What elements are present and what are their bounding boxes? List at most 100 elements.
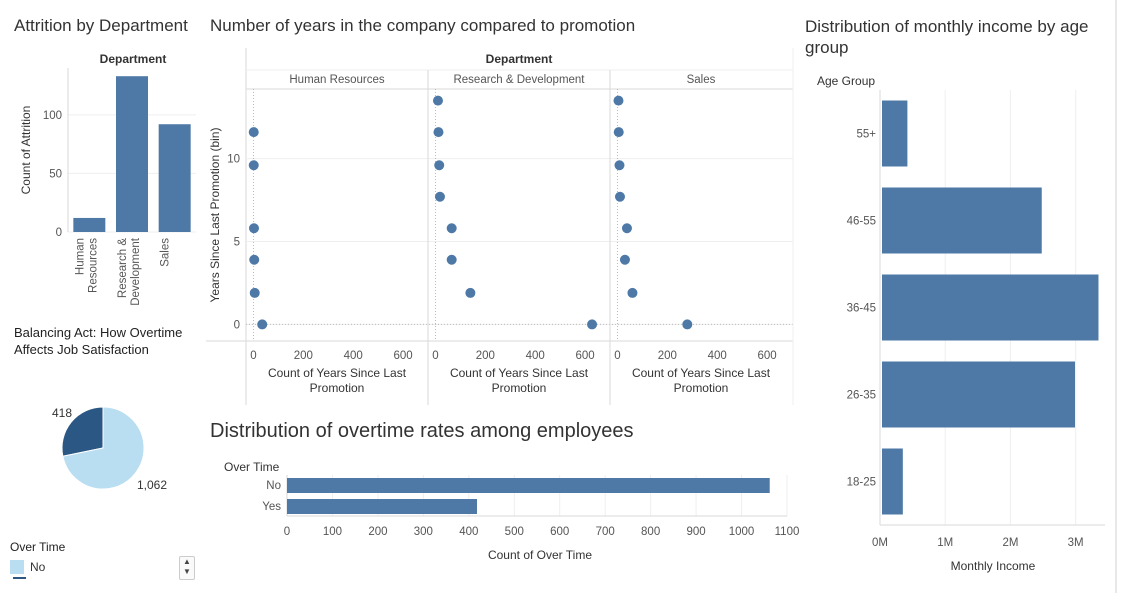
promotion-x-tick: 0 <box>250 350 256 362</box>
promotion-x-tick: 400 <box>344 350 363 362</box>
attrition-bar-sales[interactable] <box>158 124 191 232</box>
promotion-point-research-development-4[interactable] <box>434 191 445 202</box>
promotion-point-research-development-0[interactable] <box>587 319 598 330</box>
income-bar-55[interactable] <box>882 100 908 167</box>
promotion-point-research-development-7[interactable] <box>432 95 443 106</box>
promotion-x-tick: 400 <box>526 350 545 362</box>
income-bar-36-45[interactable] <box>882 274 1099 341</box>
legend-swatch-no <box>10 560 24 574</box>
overtime-x-tick: 300 <box>414 526 433 538</box>
attrition-y-tick: 0 <box>56 227 62 239</box>
promotion-point-sales-2[interactable] <box>619 254 630 265</box>
promotion-facet-label: Sales <box>687 74 716 86</box>
overtime-y-tick: No <box>266 480 281 492</box>
promotion-x-label-line1: Count of Years Since Last <box>632 366 771 380</box>
promotion-point-human-resources-5[interactable] <box>248 127 259 138</box>
attrition-y-tick: 50 <box>49 168 62 180</box>
promotion-point-research-development-1[interactable] <box>465 287 476 298</box>
promotion-y-label: Years Since Last Promotion (bin) <box>208 128 222 303</box>
attrition-x-tick: Resources <box>87 238 99 293</box>
overtime-x-tick: 400 <box>459 526 478 538</box>
promotion-facet-label: Human Resources <box>289 74 384 86</box>
balancing-chart-title: Balancing Act: How Overtime Affects Job … <box>14 325 183 357</box>
promotion-x-tick: 0 <box>432 350 438 362</box>
promotion-point-sales-4[interactable] <box>614 191 625 202</box>
scrollbar-track[interactable] <box>1115 0 1117 593</box>
promotion-x-label-line1: Count of Years Since Last <box>450 366 589 380</box>
overtime-x-tick: 600 <box>550 526 569 538</box>
attrition-bar-research-development[interactable] <box>116 76 148 232</box>
promotion-point-research-development-5[interactable] <box>434 160 445 171</box>
overtime-bar-yes[interactable] <box>287 499 477 514</box>
up-down-arrows-icon[interactable]: ▲ ▼ <box>179 556 195 580</box>
promotion-y-tick: 0 <box>234 319 240 331</box>
promotion-point-sales-5[interactable] <box>614 160 625 171</box>
income-x-tick: 0M <box>872 537 888 549</box>
promotion-point-human-resources-3[interactable] <box>248 223 259 234</box>
promotion-point-human-resources-2[interactable] <box>249 254 260 265</box>
overtime-chart-title: Distribution of overtime rates among emp… <box>210 420 634 442</box>
income-y-tick: 46-55 <box>847 216 876 228</box>
attrition-chart-title: Attrition by Department <box>14 16 188 35</box>
income-x-tick: 2M <box>1002 537 1018 549</box>
overtime-x-tick: 500 <box>505 526 524 538</box>
promotion-x-tick: 600 <box>393 350 412 362</box>
promotion-point-human-resources-0[interactable] <box>257 319 268 330</box>
overtime-x-tick: 1000 <box>729 526 755 538</box>
promotion-point-sales-6[interactable] <box>613 127 624 138</box>
overtime-x-tick: 1100 <box>775 526 800 538</box>
overtime-bar-no[interactable] <box>287 478 770 493</box>
promotion-y-tick: 5 <box>234 237 240 249</box>
income-y-tick: 36-45 <box>847 303 876 315</box>
promotion-point-sales-3[interactable] <box>621 223 632 234</box>
promotion-point-human-resources-1[interactable] <box>249 287 260 298</box>
legend-partial-swatch <box>13 577 26 579</box>
income-chart-title: Distribution of monthly income by age gr… <box>805 17 1089 57</box>
promotion-point-research-development-2[interactable] <box>446 254 457 265</box>
promotion-x-label-line2: Promotion <box>674 381 729 395</box>
overtime-x-tick: 700 <box>596 526 615 538</box>
promotion-x-label-line1: Count of Years Since Last <box>268 366 407 380</box>
promotion-x-label-line2: Promotion <box>310 381 365 395</box>
overtime-x-tick: 800 <box>641 526 660 538</box>
attrition-x-tick: Research & <box>117 238 129 298</box>
promotion-point-sales-7[interactable] <box>613 95 624 106</box>
overtime-y-tick: Yes <box>262 501 281 513</box>
income-y-tick: 55+ <box>856 129 876 141</box>
overtime-x-tick: 100 <box>323 526 342 538</box>
income-bar-46-55[interactable] <box>882 187 1042 254</box>
promotion-x-tick: 200 <box>658 350 677 362</box>
income-y-tick: 26-35 <box>847 390 876 402</box>
overtime-x-label: Count of Over Time <box>488 548 592 562</box>
income-y-tick: 18-25 <box>847 477 876 489</box>
attrition-bar-human-resources[interactable] <box>73 217 106 232</box>
pie-slice-yes[interactable] <box>61 406 104 457</box>
legend-item-no[interactable]: No <box>10 560 65 574</box>
attrition-y-label: Count of Attrition <box>19 106 33 195</box>
promotion-point-research-development-3[interactable] <box>446 223 457 234</box>
promotion-point-sales-0[interactable] <box>682 319 693 330</box>
attrition-x-tick: Development <box>130 237 142 306</box>
promotion-x-tick: 400 <box>708 350 727 362</box>
overtime-x-tick: 200 <box>368 526 387 538</box>
promotion-point-human-resources-4[interactable] <box>248 160 259 171</box>
promotion-y-tick: 10 <box>227 154 240 166</box>
promotion-x-label-line2: Promotion <box>492 381 547 395</box>
pie-label-no: 1,062 <box>137 478 167 492</box>
promotion-point-research-development-6[interactable] <box>433 127 444 138</box>
income-x-label: Monthly Income <box>951 559 1036 573</box>
income-x-tick: 3M <box>1068 537 1084 549</box>
income-bar-18-25[interactable] <box>882 448 903 515</box>
attrition-x-tick: Sales <box>160 238 172 267</box>
income-x-tick: 1M <box>937 537 953 549</box>
promotion-x-tick: 600 <box>575 350 594 362</box>
promotion-x-tick: 600 <box>757 350 776 362</box>
promotion-header: Department <box>486 52 553 66</box>
attrition-header: Department <box>100 52 167 66</box>
pie-slice-no[interactable] <box>62 406 145 490</box>
promotion-point-sales-1[interactable] <box>627 287 638 298</box>
income-bar-26-35[interactable] <box>882 361 1075 428</box>
promotion-x-tick: 200 <box>476 350 495 362</box>
promotion-x-tick: 200 <box>294 350 313 362</box>
